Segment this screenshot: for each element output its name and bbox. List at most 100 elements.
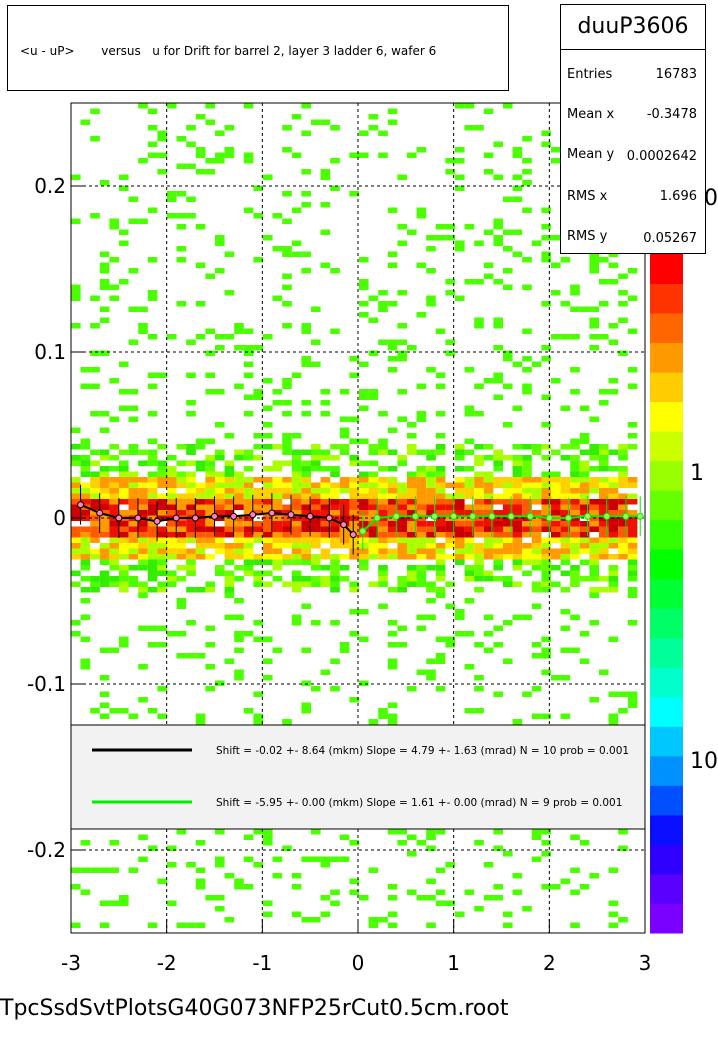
heatmap-cell [589, 873, 599, 879]
heatmap-cell [397, 389, 407, 395]
heatmap-cell [579, 493, 590, 499]
heatmap-cell [483, 548, 494, 554]
heatmap-cell [282, 460, 292, 466]
heatmap-cell [349, 609, 359, 615]
heatmap-cell [138, 543, 148, 549]
heatmap-cell [503, 103, 513, 109]
heatmap-cell [282, 246, 292, 252]
heatmap-cell [368, 548, 379, 554]
heatmap-cell [291, 873, 302, 879]
heatmap-cell [445, 224, 455, 230]
heatmap-cell [618, 708, 628, 714]
title-box: <u - uP> versus u for Drift for barrel 2… [7, 5, 509, 91]
heatmap-cell [320, 174, 331, 180]
heatmap-cell [311, 554, 321, 560]
heatmap-cell [349, 840, 359, 846]
heatmap-cell [474, 548, 484, 554]
heatmap-cell [205, 587, 215, 593]
heatmap-cell [80, 455, 91, 461]
heatmap-cell [80, 488, 91, 494]
heatmap-cell [493, 576, 503, 582]
heatmap-cell [618, 493, 628, 499]
heatmap-cell [416, 471, 427, 477]
heatmap-cell [291, 510, 302, 516]
heatmap-cell [282, 504, 292, 510]
heatmap-cell [608, 510, 619, 516]
heatmap-cell [109, 565, 119, 571]
heatmap-cell [483, 262, 494, 268]
heatmap-cell [320, 449, 331, 455]
heatmap-cell [301, 328, 311, 334]
heatmap-cell [503, 521, 513, 527]
heatmap-cell [531, 559, 542, 565]
heatmap-cell [90, 460, 100, 466]
heatmap-cell [531, 554, 542, 560]
heatmap-cell [474, 477, 484, 483]
heatmap-cell [138, 554, 148, 560]
heatmap-cell [186, 499, 196, 505]
heatmap-cell [416, 548, 427, 554]
heatmap-cell [589, 697, 599, 703]
heatmap-cell [243, 565, 254, 571]
heatmap-cell [320, 482, 331, 488]
heatmap-cell [186, 196, 196, 202]
profile-point [249, 511, 257, 519]
heatmap-cell [349, 152, 359, 158]
heatmap-cell [541, 394, 551, 400]
heatmap-cell [627, 444, 638, 450]
heatmap-cell [128, 576, 139, 582]
heatmap-cell [483, 378, 494, 384]
heatmap-cell [99, 279, 110, 285]
heatmap-cell [272, 389, 283, 395]
heatmap-cell [282, 845, 292, 851]
heatmap-cell [387, 449, 398, 455]
heatmap-cell [435, 900, 446, 906]
heatmap-cell [522, 614, 532, 620]
heatmap-cell [435, 554, 446, 560]
heatmap-cell [186, 653, 196, 659]
heatmap-cell [531, 856, 542, 862]
heatmap-cell [627, 587, 638, 593]
heatmap-cell [176, 246, 187, 252]
heatmap-cell [320, 119, 331, 125]
heatmap-cell [147, 482, 158, 488]
heatmap-cell [474, 482, 484, 488]
heatmap-cell [435, 543, 446, 549]
heatmap-cell [224, 152, 235, 158]
heatmap-cell [464, 570, 475, 576]
heatmap-cell [483, 614, 494, 620]
heatmap-cell [407, 152, 417, 158]
heatmap-cell [493, 526, 503, 532]
heatmap-cell [570, 284, 580, 290]
heatmap-cell [109, 416, 119, 422]
heatmap-cell [128, 471, 139, 477]
heatmap-cell [138, 328, 148, 334]
heatmap-cell [627, 328, 638, 334]
heatmap-cell [99, 900, 110, 906]
profile-point [96, 509, 104, 517]
heatmap-cell [560, 675, 571, 681]
heatmap-cell [464, 367, 475, 373]
profile-point [584, 512, 592, 520]
heatmap-cell [551, 493, 561, 499]
heatmap-cell [167, 482, 177, 488]
heatmap-cell [176, 257, 187, 263]
heatmap-cell [599, 449, 609, 455]
stats-key: Entries [567, 67, 613, 82]
heatmap-cell [234, 345, 244, 351]
heatmap-cell [253, 444, 263, 450]
heatmap-cell [512, 229, 523, 235]
heatmap-cell [493, 537, 503, 543]
heatmap-cell [243, 543, 254, 549]
heatmap-cell [138, 559, 148, 565]
heatmap-cell [147, 488, 158, 494]
heatmap-cell [109, 504, 119, 510]
heatmap-cell [474, 499, 484, 505]
heatmap-cell [215, 152, 225, 158]
heatmap-cell [138, 460, 148, 466]
heatmap-cell [320, 499, 331, 505]
heatmap-cell [445, 862, 455, 868]
heatmap-cell [560, 521, 571, 527]
heatmap-cell [109, 499, 119, 505]
heatmap-cell [560, 878, 571, 884]
